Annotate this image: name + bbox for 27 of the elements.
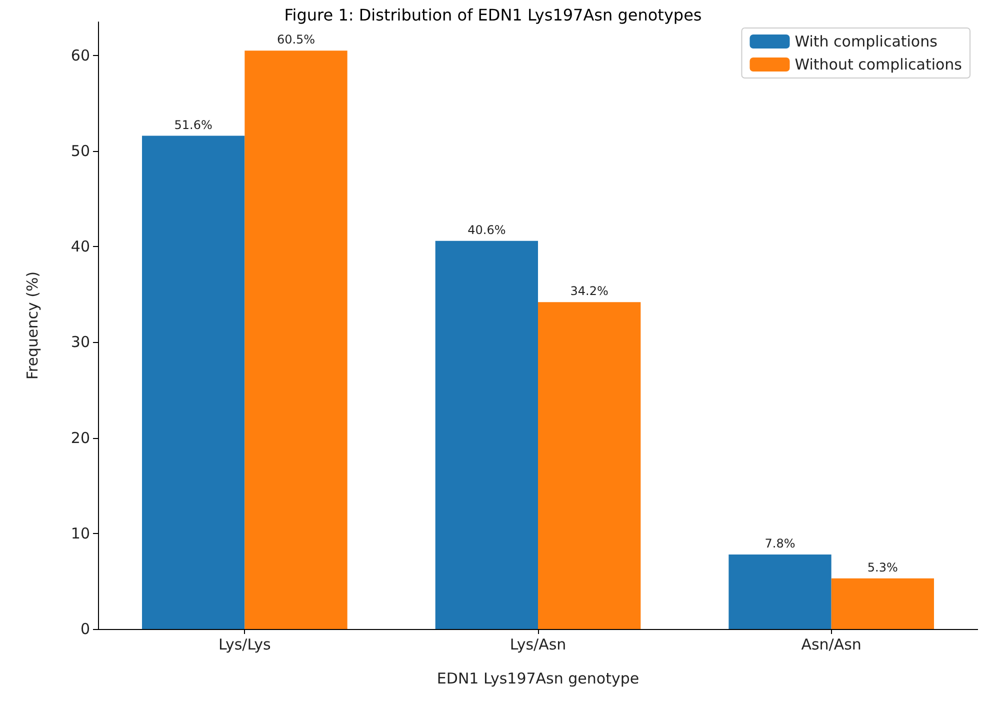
data-label: 34.2% xyxy=(570,284,608,298)
bar xyxy=(728,554,832,629)
y-tick-label: 40 xyxy=(70,238,90,256)
x-axis-title: EDN1 Lys197Asn genotype xyxy=(436,670,640,688)
bar xyxy=(435,240,538,629)
y-tick-label: 0 xyxy=(80,620,90,638)
legend-label: With complications xyxy=(794,32,938,50)
bar xyxy=(244,50,348,629)
bar xyxy=(538,302,641,629)
data-label: 7.8% xyxy=(764,536,796,550)
x-tick-label: Asn/Asn xyxy=(801,636,862,654)
bar xyxy=(142,136,245,629)
data-label: 5.3% xyxy=(867,560,898,574)
data-label: 51.6% xyxy=(174,118,212,132)
data-label: 40.6% xyxy=(468,222,506,237)
y-tick-label: 30 xyxy=(70,333,90,352)
x-tick-label: Lys/Lys xyxy=(218,636,272,654)
y-tick-label: 50 xyxy=(70,142,90,160)
data-label: 60.5% xyxy=(276,32,316,47)
y-tick-label: 60 xyxy=(70,46,90,64)
y-axis-title: Frequency (%) xyxy=(24,271,42,380)
x-tick-label: Lys/Asn xyxy=(510,636,566,654)
legend-label: Without complications xyxy=(794,56,962,74)
y-tick-label: 10 xyxy=(70,524,90,542)
y-tick-label: 20 xyxy=(70,428,90,447)
bar xyxy=(831,578,934,629)
chart-title: Figure 1: Distribution of EDN1 Lys197Asn genotypes xyxy=(284,6,702,24)
